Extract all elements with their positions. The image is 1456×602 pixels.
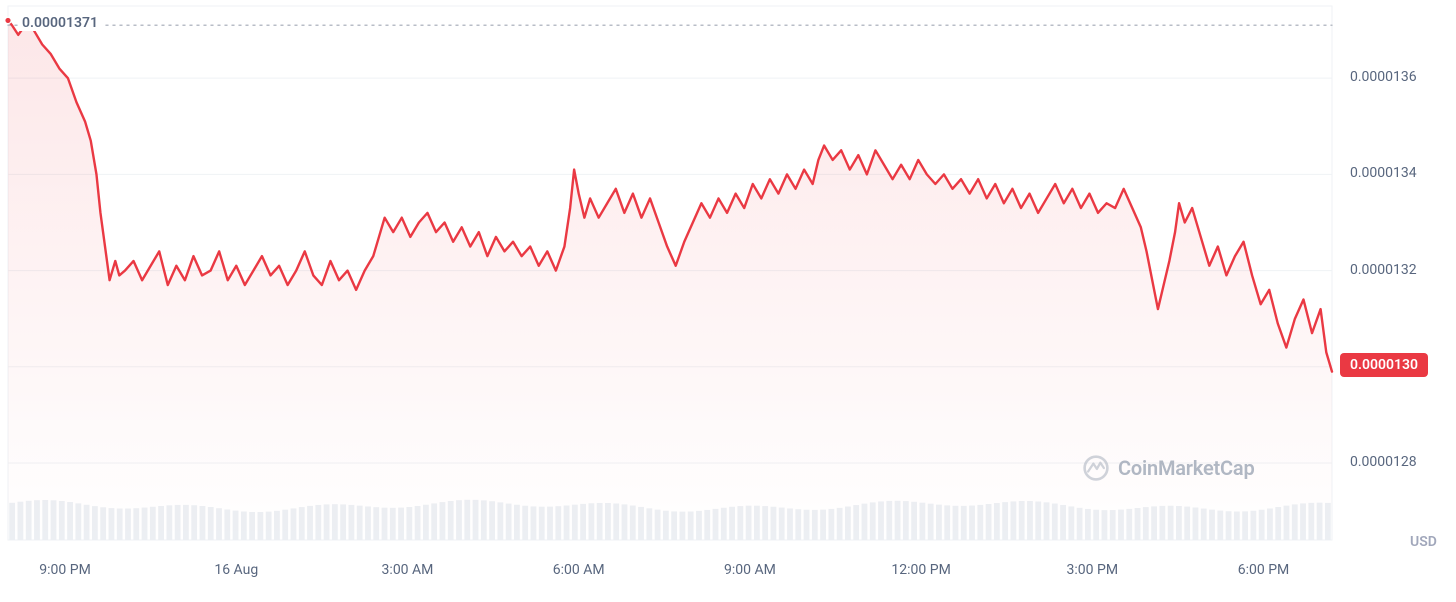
x-tick-label: 12:00 PM [891, 562, 950, 578]
y-tick-label: 0.0000132 [1350, 262, 1417, 278]
x-tick-label: 3:00 PM [1067, 562, 1119, 578]
start-price-label: 0.00001371 [18, 15, 102, 31]
x-tick-label: 9:00 AM [724, 562, 776, 578]
x-tick-label: 6:00 PM [1238, 562, 1290, 578]
x-tick-label: 6:00 AM [553, 562, 605, 578]
x-tick-label: 3:00 AM [382, 562, 434, 578]
last-price-tag: 0.0000130 [1340, 353, 1428, 377]
watermark: CoinMarketCap [1082, 454, 1255, 482]
x-tick-label: 16 Aug [214, 562, 258, 578]
currency-label: USD [1410, 534, 1437, 550]
watermark-text: CoinMarketCap [1118, 456, 1255, 480]
coinmarketcap-icon [1082, 454, 1110, 482]
x-tick-label: 9:00 PM [39, 562, 91, 578]
y-tick-label: 0.0000128 [1350, 454, 1417, 470]
price-chart[interactable]: 0.0000136 0.0000134 0.0000132 0.0000128 9:0… [0, 0, 1456, 602]
y-tick-label: 0.0000134 [1350, 165, 1417, 181]
chart-svg [0, 0, 1456, 602]
y-tick-label: 0.0000136 [1350, 69, 1417, 85]
